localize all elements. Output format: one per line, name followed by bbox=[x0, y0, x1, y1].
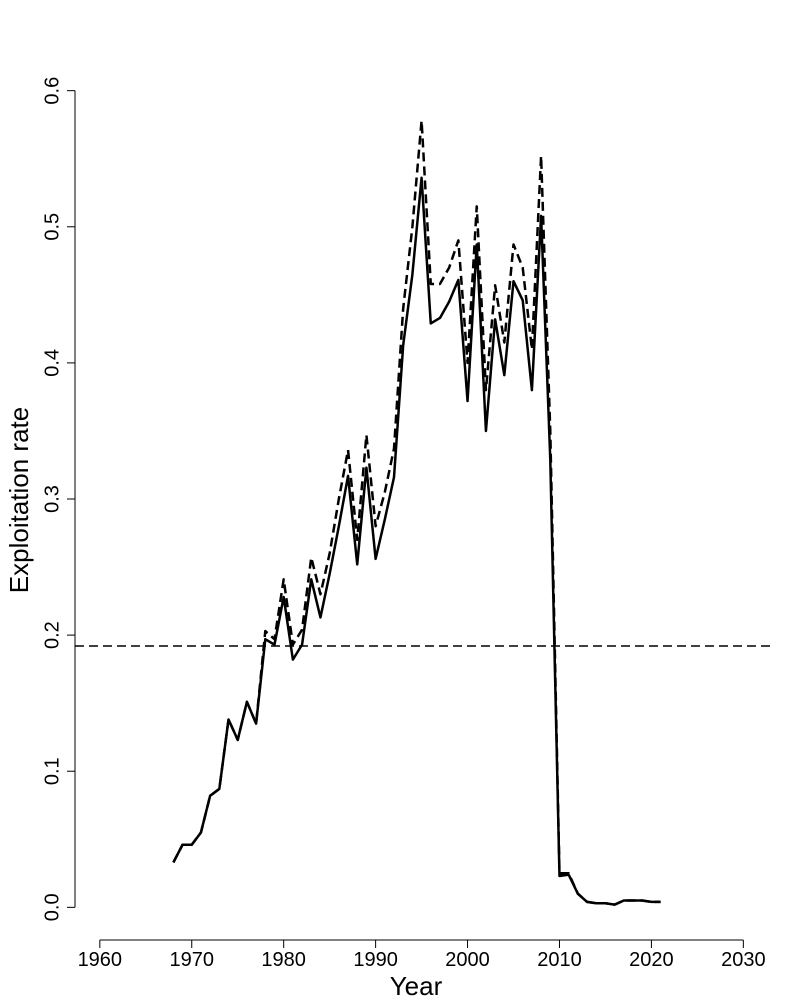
y-tick-label: 0.2 bbox=[41, 621, 63, 649]
x-tick-label: 2020 bbox=[629, 949, 674, 971]
y-axis-label: Exploitation rate bbox=[4, 407, 34, 593]
x-tick-label: 1980 bbox=[261, 949, 306, 971]
x-tick-label: 2030 bbox=[721, 949, 766, 971]
y-tick-label: 0.6 bbox=[41, 77, 63, 105]
y-tick-label: 0.0 bbox=[41, 893, 63, 921]
x-tick-label: 1970 bbox=[170, 949, 215, 971]
x-tick-label: 2000 bbox=[445, 949, 490, 971]
series-line bbox=[172, 176, 661, 906]
y-tick-label: 0.5 bbox=[41, 213, 63, 241]
x-tick-label: 2010 bbox=[537, 949, 582, 971]
x-tick-label: 1990 bbox=[353, 949, 398, 971]
x-tick-label: 1960 bbox=[78, 949, 123, 971]
y-tick-label: 0.3 bbox=[41, 485, 63, 513]
y-tick-label: 0.4 bbox=[41, 349, 63, 377]
x-axis-label: Year bbox=[390, 971, 443, 1000]
y-tick-label: 0.1 bbox=[41, 757, 63, 785]
